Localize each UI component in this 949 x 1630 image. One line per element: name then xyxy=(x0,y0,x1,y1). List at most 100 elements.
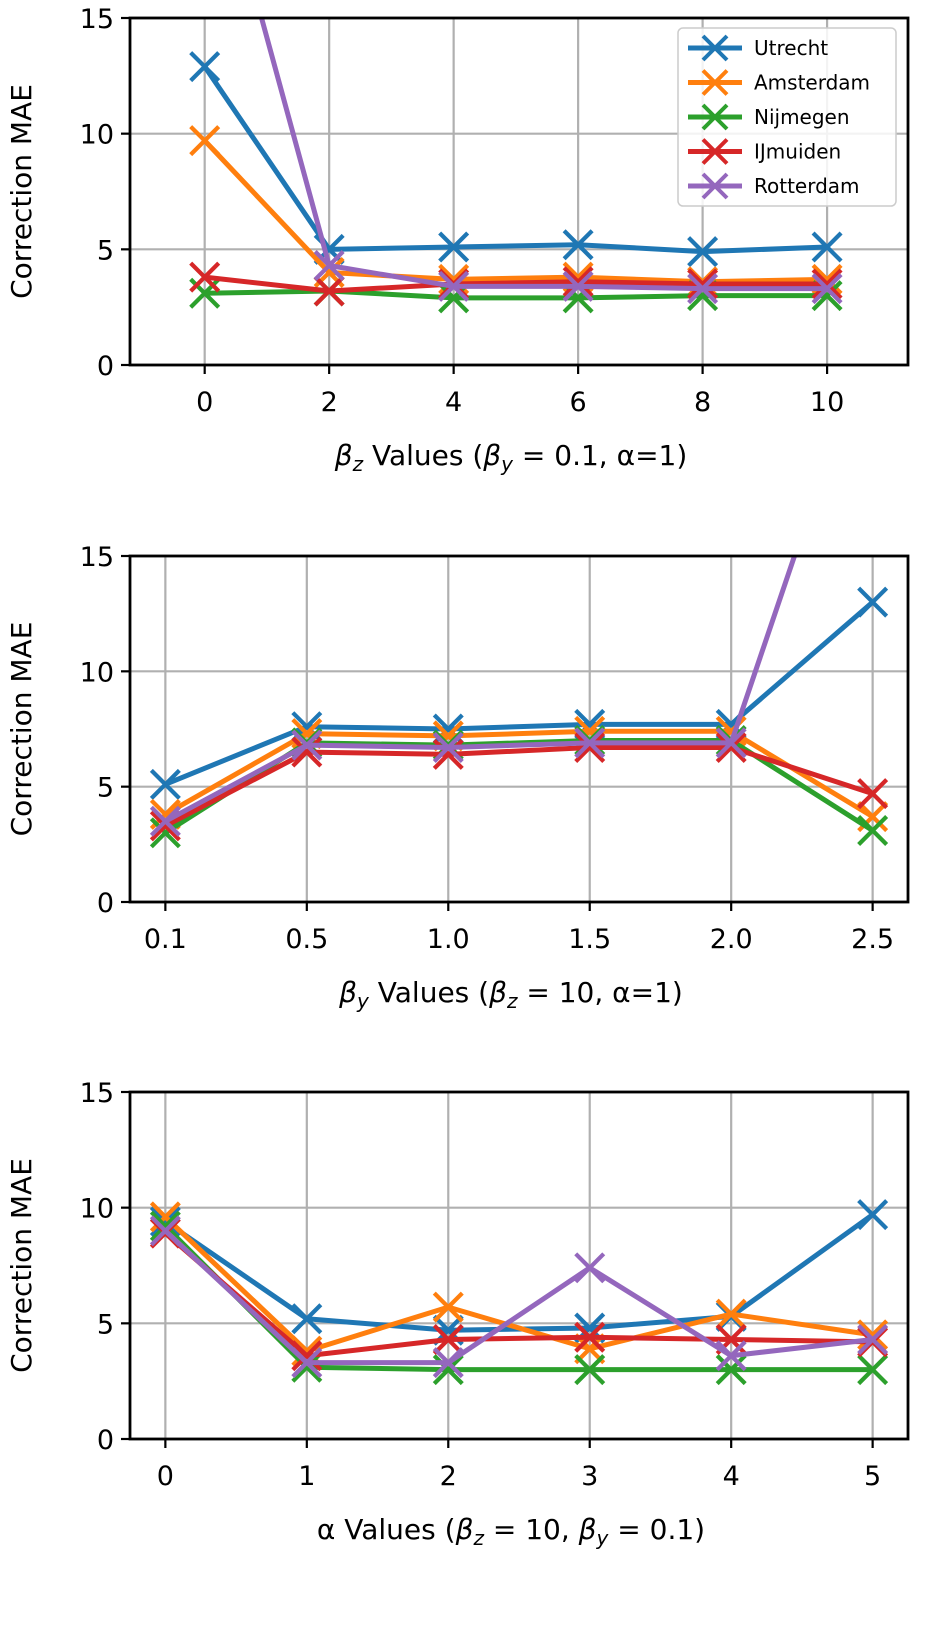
y-tick-label: 5 xyxy=(97,1309,114,1340)
y-axis-label: Correction MAE xyxy=(5,622,38,837)
x-tick-label: 5 xyxy=(864,1461,881,1492)
data-point-marker xyxy=(857,1354,889,1386)
data-point-marker xyxy=(562,266,594,298)
x-tick-label: 4 xyxy=(445,387,462,418)
y-tick-label: 0 xyxy=(97,1425,114,1456)
y-tick-label: 15 xyxy=(80,542,114,573)
data-point-marker xyxy=(189,51,221,83)
data-point-marker xyxy=(149,1215,181,1247)
y-tick-label: 5 xyxy=(97,773,114,804)
x-tick-label: 10 xyxy=(810,387,844,418)
data-point-marker xyxy=(687,268,719,300)
data-point-marker xyxy=(149,768,181,800)
x-tick-label: 1.5 xyxy=(568,924,611,955)
series-ijmuiden xyxy=(149,1217,889,1372)
data-point-marker xyxy=(438,231,470,263)
series-line-utrecht xyxy=(164,600,875,787)
data-point-marker xyxy=(189,261,221,293)
data-point-marker xyxy=(562,270,594,302)
x-tick-label: 1.0 xyxy=(427,924,470,955)
data-point-marker xyxy=(811,231,843,263)
y-tick-label: 15 xyxy=(80,1078,114,1109)
x-tick-label: 1 xyxy=(298,1461,315,1492)
series-line-nijmegen xyxy=(163,1224,873,1373)
data-point-marker xyxy=(432,1291,464,1323)
x-tick-label: 2.5 xyxy=(851,924,894,955)
data-point-marker xyxy=(715,1298,747,1330)
series-line-nijmegen xyxy=(204,288,828,301)
legend-marker xyxy=(701,69,729,96)
series-line-ijmuiden xyxy=(204,274,828,294)
axes-frame xyxy=(128,1090,910,1441)
data-point-marker xyxy=(432,1347,464,1379)
series-rotterdam xyxy=(149,556,798,837)
x-tick-label: 4 xyxy=(723,1461,740,1492)
axes-frame xyxy=(128,16,910,367)
data-point-marker xyxy=(149,1210,181,1242)
plot-area xyxy=(149,556,889,849)
data-point-marker xyxy=(291,736,323,768)
data-point-marker xyxy=(291,1351,323,1383)
data-point-marker xyxy=(291,729,323,761)
series-line-rotterdam xyxy=(258,18,828,292)
y-tick-label: 15 xyxy=(80,4,114,35)
data-point-marker xyxy=(149,1206,181,1238)
legend-entry-nijmegen: Nijmegen xyxy=(688,103,850,131)
data-point-marker xyxy=(687,273,719,305)
y-tick-label: 0 xyxy=(97,888,114,919)
data-point-marker xyxy=(687,236,719,268)
data-point-marker xyxy=(857,1324,889,1356)
series-line-rotterdam xyxy=(164,556,798,824)
series-line-ijmuiden xyxy=(164,744,874,829)
legend-marker xyxy=(701,34,729,62)
x-tick-label: 0.5 xyxy=(285,924,328,955)
y-tick-label: 10 xyxy=(80,1194,114,1225)
series-line-ijmuiden xyxy=(163,1231,873,1359)
data-point-marker xyxy=(574,1321,606,1353)
data-point-marker xyxy=(715,1340,747,1372)
plot-area xyxy=(149,1199,889,1386)
data-point-marker xyxy=(189,125,221,157)
legend-label: Nijmegen xyxy=(754,105,850,129)
subplot-beta-z: 0 2 4 6 8 10 0 5 10 15 Correction MAE βz Values (βy… xyxy=(5,4,910,476)
data-point-marker xyxy=(562,229,594,261)
subplot-alpha: 0 1 2 3 4 5 0 5 10 15 Correction MAE α Values (βz =… xyxy=(5,1078,910,1550)
data-point-marker xyxy=(574,731,606,763)
y-tick-label: 5 xyxy=(97,235,114,266)
x-tick-label: 2 xyxy=(321,387,338,418)
data-point-marker xyxy=(574,1252,606,1284)
series-line-rotterdam xyxy=(163,1228,873,1366)
legend-label: Utrecht xyxy=(754,36,828,60)
series-line-amsterdam xyxy=(164,728,874,819)
legend-entry-rotterdam: Rotterdam xyxy=(688,172,860,200)
data-point-marker xyxy=(574,1354,606,1386)
legend-label: Rotterdam xyxy=(754,174,860,198)
y-tick-label: 10 xyxy=(80,657,114,688)
legend-entry-amsterdam: Amsterdam xyxy=(688,69,870,96)
data-point-marker xyxy=(313,275,345,307)
legend-entry-utrecht: Utrecht xyxy=(688,34,828,62)
x-tick-label: 2 xyxy=(440,1461,457,1492)
data-point-marker xyxy=(291,1303,323,1335)
data-point-marker xyxy=(438,270,470,302)
x-tick-label: 6 xyxy=(570,387,587,418)
series-nijmegen xyxy=(149,1210,889,1386)
data-point-marker xyxy=(715,727,747,759)
legend-marker xyxy=(701,138,729,165)
data-point-marker xyxy=(715,731,747,763)
data-point-marker xyxy=(857,586,889,618)
data-point-marker xyxy=(811,268,843,300)
data-point-marker xyxy=(857,1319,889,1351)
series-line-utrecht xyxy=(202,65,828,255)
y-axis-label: Correction MAE xyxy=(5,1158,38,1373)
data-point-marker xyxy=(291,1347,323,1379)
axes-frame xyxy=(128,554,910,904)
y-tick-label: 0 xyxy=(97,351,114,382)
series-line-amsterdam xyxy=(163,1215,874,1354)
x-tick-label: 0 xyxy=(196,387,213,418)
x-axis-label: βz Values (βy = 0.1, α=1) xyxy=(334,439,688,476)
data-point-marker xyxy=(811,273,843,305)
legend-label: IJmuiden xyxy=(754,140,841,164)
legend-entry-ijmuiden: IJmuiden xyxy=(688,138,841,165)
